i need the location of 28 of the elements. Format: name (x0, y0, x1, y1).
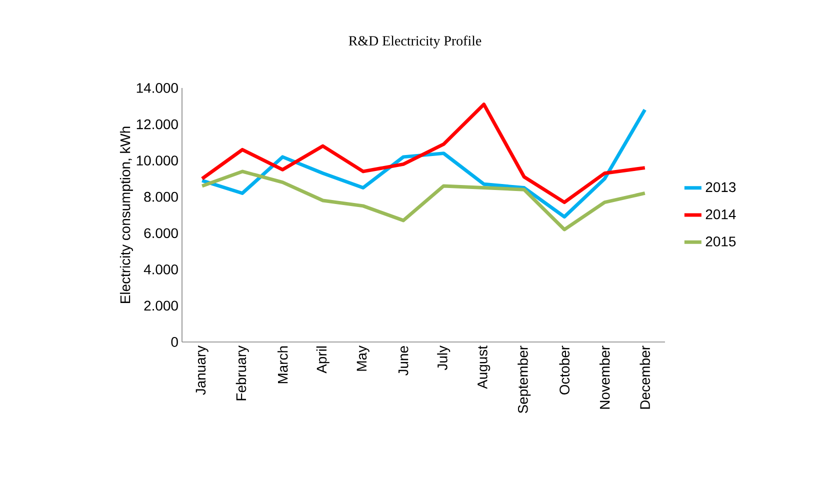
y-tick-label: 8.000 (144, 192, 178, 202)
legend-label: 2014 (706, 209, 736, 220)
x-tick-label: November (600, 346, 610, 409)
y-tick-label: 0 (171, 337, 178, 347)
x-tick-label: April (316, 346, 330, 374)
y-tick-label: 14.000 (136, 83, 178, 93)
y-tick-label: 12.000 (136, 119, 178, 130)
x-tick-label: July (437, 346, 450, 370)
x-tick-label: March (278, 346, 288, 384)
x-tick-label: August (478, 346, 490, 389)
x-tick-label: February (236, 346, 249, 400)
y-tick-label: 10.000 (136, 156, 178, 166)
x-tick-label: June (398, 346, 408, 376)
legend-label: 2015 (706, 236, 736, 246)
y-tick-label: 2.000 (144, 300, 178, 311)
x-tick-label: September (518, 346, 531, 414)
legend-label: 2013 (706, 182, 736, 192)
line-series (200, 170, 647, 232)
line-series (200, 108, 647, 219)
y-tick-label: 4.000 (144, 264, 178, 274)
x-tick-label: December (640, 346, 650, 409)
y-tick-label: 6.000 (144, 228, 178, 238)
x-tick-label: January (196, 346, 208, 395)
y-axis-title: Electricity consumption, kWh (120, 126, 133, 303)
line-series (200, 102, 647, 204)
x-tick-label: October (559, 346, 570, 394)
x-tick-label: May (356, 346, 370, 371)
chart-title: R&D Electricity Profile (348, 36, 482, 48)
